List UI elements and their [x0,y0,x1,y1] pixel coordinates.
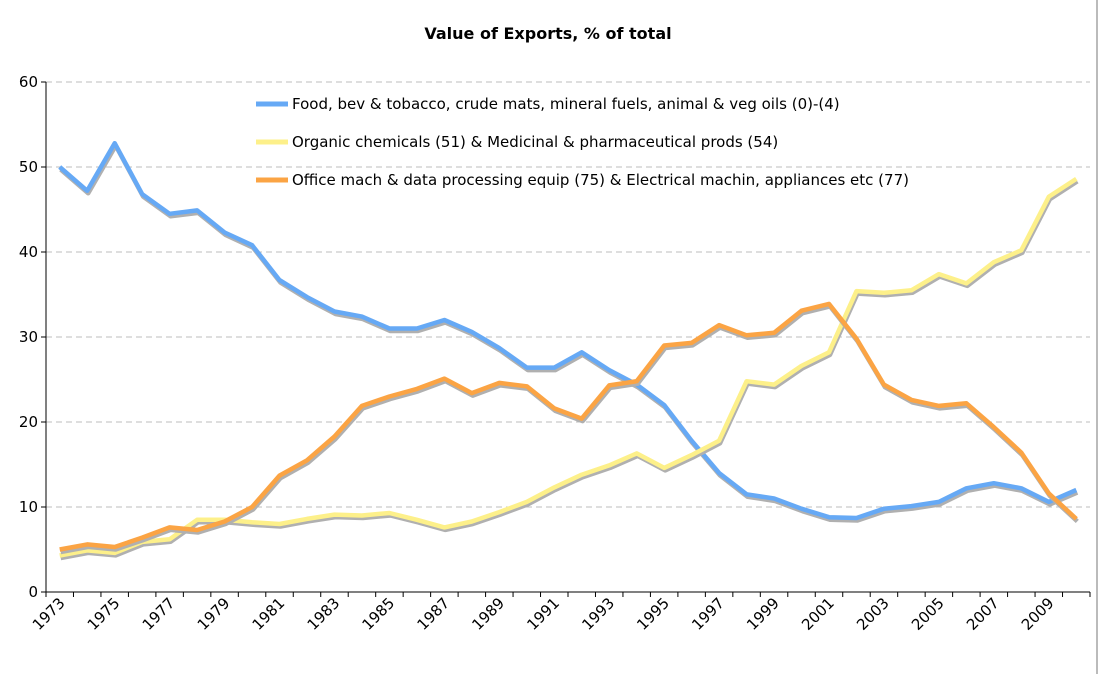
y-tick-label: 30 [19,328,38,346]
legend-label-1: Food, bev & tobacco, crude mats, mineral… [292,95,840,113]
y-tick-label: 20 [19,413,38,431]
y-tick-label: 40 [19,243,38,261]
x-tick-label: 1977 [139,594,179,634]
x-tick-label: 2009 [1018,594,1058,634]
series-line-1 [58,140,1078,521]
x-tick-label: 1989 [468,594,508,634]
x-tick-label: 1999 [743,594,783,634]
x-tick-label: 1995 [633,594,673,634]
series-line-3 [59,301,1078,552]
x-tick-label: 2005 [908,594,948,634]
y-tick-label: 10 [19,498,38,516]
series-shadow [60,304,1079,555]
series-line-2 [59,177,1078,558]
y-tick-label: 50 [19,158,38,176]
x-tick-label: 1985 [359,594,399,634]
x-tick-label: 1987 [413,594,453,634]
series-shadow [59,143,1079,523]
x-tick-label: 2001 [798,594,838,634]
y-tick-label: 60 [19,73,38,91]
x-tick-label: 2003 [853,594,893,634]
x-tick-label: 1979 [194,594,234,634]
legend-label-2: Organic chemicals (51) & Medicinal & pha… [292,133,778,151]
x-tick-label: 1981 [249,594,289,634]
x-tick-label: 1975 [84,594,124,634]
x-tick-label: 1997 [688,594,728,634]
chart-title: Value of Exports, % of total [424,24,671,43]
x-tick-label: 2007 [963,594,1003,634]
x-tick-label: 1991 [523,594,563,634]
y-tick-label: 0 [28,583,38,601]
legend-label-3: Office mach & data processing equip (75)… [292,171,909,189]
x-tick-label: 1993 [578,594,618,634]
series-shadow [60,179,1079,561]
x-tick-label: 1983 [304,594,344,634]
